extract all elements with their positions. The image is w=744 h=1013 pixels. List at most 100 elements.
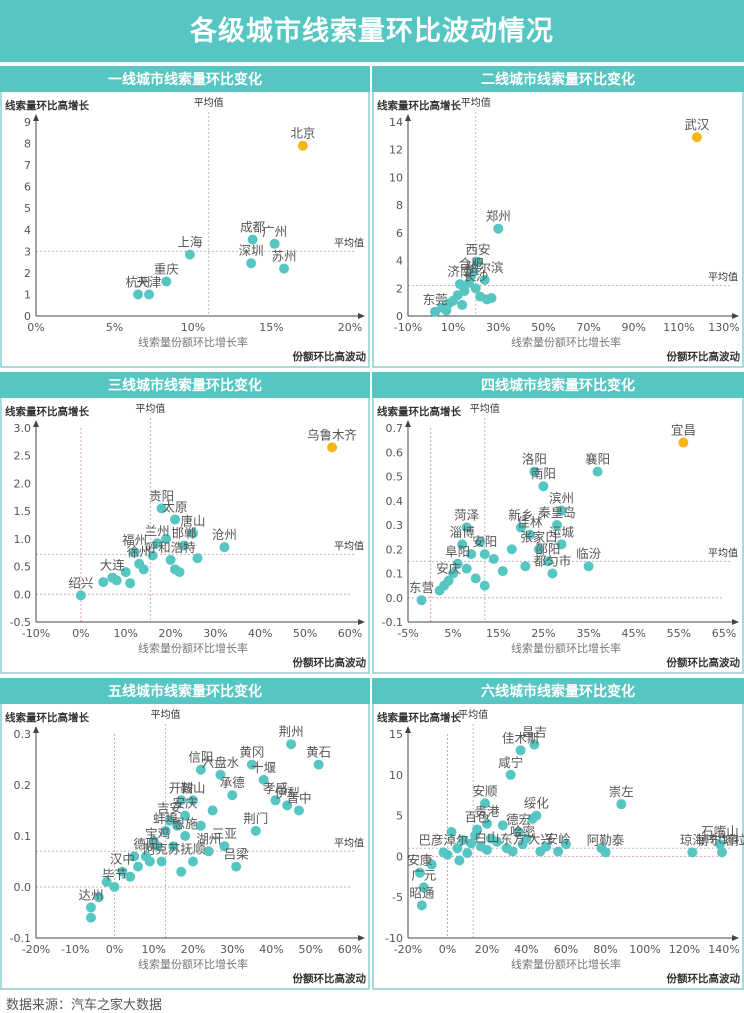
data-point bbox=[441, 305, 452, 316]
point-label: 新乡 bbox=[508, 507, 533, 522]
main-title: 各级城市线索量环比波动情况 bbox=[0, 0, 744, 62]
point-label: 深圳 bbox=[239, 243, 264, 258]
data-point bbox=[527, 813, 538, 824]
point-label: 宝鸡 bbox=[145, 826, 170, 841]
data-point bbox=[138, 564, 149, 575]
point-label: 合肥 bbox=[459, 256, 485, 271]
x-tick-label: 20% bbox=[181, 943, 205, 956]
data-point bbox=[442, 849, 453, 860]
data-point bbox=[203, 846, 214, 857]
data-point bbox=[246, 759, 257, 770]
y-tick-label: 0.0 bbox=[14, 881, 32, 894]
y-axis-arrow bbox=[33, 114, 39, 121]
point-label: 达州 bbox=[78, 887, 103, 902]
point-label: 安庆 bbox=[436, 561, 462, 576]
data-point bbox=[111, 575, 122, 586]
data-point bbox=[505, 769, 516, 780]
data-point bbox=[117, 866, 128, 877]
panel-title: 四线城市线索量环比变化 bbox=[481, 377, 635, 394]
x-axis-arrow bbox=[358, 935, 365, 941]
data-point bbox=[553, 846, 564, 857]
data-point bbox=[195, 764, 206, 775]
point-label: 安顺 bbox=[473, 783, 498, 798]
avg-y-label: 平均值 bbox=[334, 539, 364, 552]
point-label: 东营 bbox=[409, 580, 434, 595]
x-axis-title: 线索量份额环比增长率 bbox=[138, 957, 248, 971]
data-point bbox=[542, 556, 553, 567]
x-axis-title: 线索量份额环比增长率 bbox=[138, 641, 248, 655]
x-tick-label: 40% bbox=[248, 627, 272, 640]
corner-label: 份额环比高波动 bbox=[667, 656, 741, 669]
data-point bbox=[592, 466, 603, 477]
y-axis-arrow bbox=[405, 114, 411, 121]
data-point bbox=[470, 283, 481, 294]
point-label: 重庆 bbox=[154, 262, 180, 277]
point-label: 安庆 bbox=[173, 796, 199, 811]
point-label: 巴彦淖尔 bbox=[419, 832, 469, 847]
x-tick-label: -5% bbox=[397, 627, 418, 640]
point-label: 邯郸 bbox=[172, 526, 197, 541]
y-axis-arrow bbox=[405, 726, 411, 733]
data-point bbox=[270, 795, 281, 806]
data-point bbox=[180, 810, 191, 821]
y-tick-label: 8 bbox=[396, 199, 403, 212]
avg-x-label: 平均值 bbox=[194, 96, 224, 109]
data-point bbox=[416, 900, 427, 911]
data-point bbox=[170, 514, 181, 525]
data-point bbox=[282, 800, 293, 811]
y-tick-label: 10 bbox=[389, 769, 403, 782]
point-label: 吕梁 bbox=[224, 847, 250, 862]
point-label: 菏泽 bbox=[454, 507, 479, 522]
y-tick-label: 0.1 bbox=[14, 830, 32, 843]
y-tick-label: 8 bbox=[24, 138, 31, 151]
data-point bbox=[246, 258, 257, 269]
data-point bbox=[165, 554, 176, 565]
data-point bbox=[120, 567, 131, 578]
point-label: 大兴 bbox=[528, 832, 553, 847]
point-label: 西安 bbox=[465, 242, 490, 257]
chart-panel-tier1: 一线城市线索量环比变化线索量环比高增长份额环比高波动线索量份额环比增长率平均值平… bbox=[0, 66, 370, 368]
y-axis-title: 线索量环比高增长 bbox=[5, 99, 89, 112]
corner-label: 份额环比高波动 bbox=[293, 350, 367, 363]
y-tick-label: -0.5 bbox=[10, 616, 31, 629]
point-label: 琼海 bbox=[680, 832, 706, 847]
data-point bbox=[219, 841, 230, 852]
data-point bbox=[472, 256, 483, 267]
y-tick-label: 0.5 bbox=[14, 561, 32, 574]
data-point bbox=[461, 522, 472, 533]
data-point bbox=[156, 856, 167, 867]
data-point bbox=[538, 481, 549, 492]
point-label: 白山 bbox=[474, 830, 499, 845]
panel-header bbox=[372, 372, 744, 398]
y-axis-title: 线索量环比高增长 bbox=[377, 711, 461, 724]
y-tick-label: 2.5 bbox=[14, 450, 32, 463]
x-tick-label: 60% bbox=[554, 943, 578, 956]
panel-header bbox=[0, 66, 370, 92]
point-label: 阿克苏 bbox=[143, 842, 181, 857]
data-point bbox=[480, 798, 491, 809]
data-point bbox=[457, 299, 468, 310]
data-point bbox=[269, 238, 280, 249]
point-label: 洛阳 bbox=[522, 452, 547, 467]
y-tick-label: 6 bbox=[396, 227, 403, 240]
point-label: 绥化 bbox=[524, 796, 550, 811]
data-point bbox=[219, 542, 230, 553]
point-label: 大连 bbox=[100, 558, 126, 573]
data-point bbox=[461, 563, 472, 574]
panel-title: 一线城市线索量环比变化 bbox=[108, 71, 262, 88]
chart-panel-tier4: 四线城市线索量环比变化线索量环比高增长份额环比高波动线索量份额环比增长率平均值平… bbox=[372, 372, 744, 674]
point-label: 太原 bbox=[163, 499, 188, 514]
panel-title: 六线城市线索量环比变化 bbox=[481, 683, 635, 700]
data-point bbox=[174, 567, 185, 578]
x-tick-label: -10% bbox=[61, 943, 89, 956]
point-label: 德阳 bbox=[133, 836, 158, 851]
point-label: 石嘴山 bbox=[701, 824, 739, 839]
avg-y-label: 平均值 bbox=[708, 546, 738, 559]
point-label: 沧州 bbox=[212, 527, 237, 542]
point-label: 博尔塔拉 bbox=[697, 832, 744, 847]
data-point bbox=[596, 843, 607, 854]
chart-panel-tier5: 五线城市线索量环比变化线索量环比高增长份额环比高波动线索量份额环比增长率平均值平… bbox=[0, 678, 370, 990]
point-label: 昌吉 bbox=[522, 725, 547, 740]
x-tick-label: 0% bbox=[439, 943, 456, 956]
panel-title: 三线城市线索量环比变化 bbox=[108, 377, 262, 394]
